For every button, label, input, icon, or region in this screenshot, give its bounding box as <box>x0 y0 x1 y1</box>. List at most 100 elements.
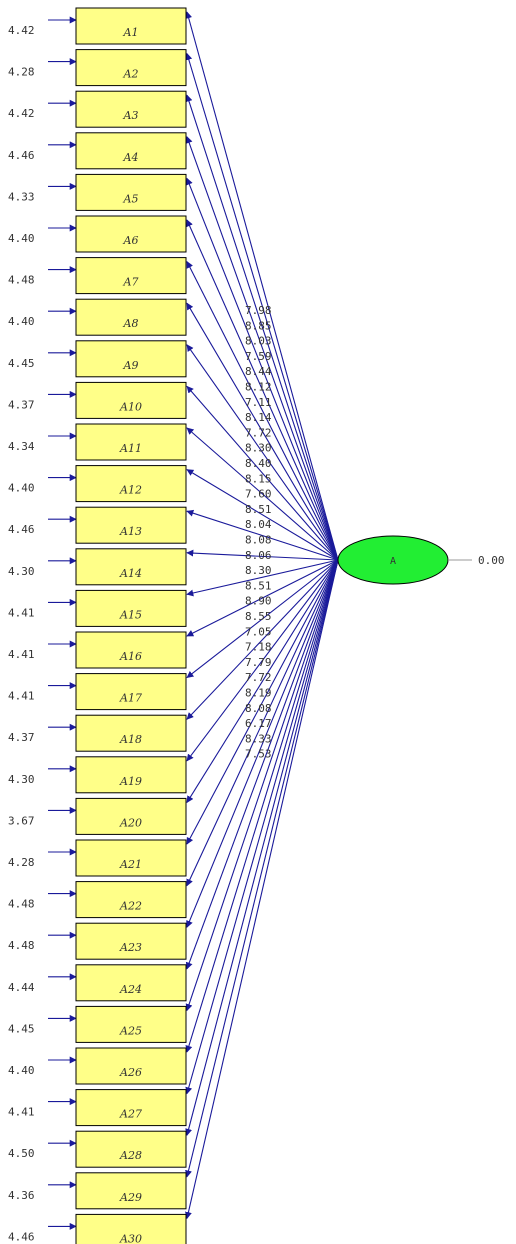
indicator-label-20: A20 <box>119 816 142 829</box>
indicator-label-10: A10 <box>119 400 142 413</box>
indicator-box-10 <box>75 381 187 419</box>
loading-path-30 <box>184 559 339 1220</box>
loading-path-6 <box>186 219 339 561</box>
loading-value-24: 7.79 <box>245 656 272 669</box>
error-variance-18: 4.37 <box>8 731 35 744</box>
loading-value-19: 8.51 <box>245 579 272 592</box>
error-variance-25: 4.45 <box>8 1022 35 1035</box>
loading-value-22: 7.05 <box>245 625 272 638</box>
error-variance-23: 4.48 <box>8 939 35 952</box>
loading-path-3 <box>185 94 339 561</box>
indicator-box-20 <box>75 797 187 835</box>
loading-value-8: 8.14 <box>245 411 272 424</box>
indicator-label-15: A15 <box>119 608 142 621</box>
loading-path-9 <box>186 344 339 561</box>
loading-path-14 <box>186 549 339 561</box>
indicator-label-6: A6 <box>123 234 139 247</box>
indicator-label-26: A26 <box>119 1066 142 1079</box>
loading-value-25: 7.72 <box>245 671 272 684</box>
indicator-box-28 <box>75 1130 187 1168</box>
indicator-box-16 <box>75 631 187 669</box>
error-variance-6: 4.40 <box>8 232 35 245</box>
loading-value-15: 8.04 <box>245 518 272 531</box>
loading-path-4 <box>185 136 339 561</box>
indicator-label-9: A9 <box>123 359 139 372</box>
indicator-box-22 <box>75 881 187 919</box>
error-variance-28: 4.50 <box>8 1147 35 1160</box>
indicator-label-5: A5 <box>123 192 139 205</box>
error-variance-16: 4.41 <box>8 648 35 661</box>
error-variance-29: 4.36 <box>8 1189 35 1202</box>
error-variance-27: 4.41 <box>8 1106 35 1119</box>
indicator-box-19 <box>75 756 187 794</box>
loading-path-10 <box>186 385 339 561</box>
loading-path-25 <box>185 559 339 1012</box>
loading-path-22 <box>186 559 339 887</box>
loading-path-26 <box>185 559 339 1053</box>
indicator-label-22: A22 <box>119 900 142 913</box>
loading-path-1 <box>185 11 339 561</box>
indicator-box-30 <box>75 1213 187 1244</box>
error-variance-22: 4.48 <box>8 898 35 911</box>
loading-path-28 <box>185 559 339 1136</box>
indicator-label-12: A12 <box>119 484 142 497</box>
indicator-box-18 <box>75 714 187 752</box>
loading-value-3: 8.03 <box>245 335 272 348</box>
loading-value-11: 8.40 <box>245 457 272 470</box>
indicator-label-1: A1 <box>123 26 139 39</box>
loading-value-6: 8.12 <box>245 381 272 394</box>
loading-path-18 <box>186 559 339 720</box>
loading-path-5 <box>186 177 339 561</box>
error-variance-30: 4.46 <box>8 1230 35 1243</box>
indicator-label-29: A29 <box>119 1191 142 1204</box>
error-variance-24: 4.44 <box>8 981 35 994</box>
indicator-box-8 <box>75 298 187 336</box>
indicator-box-23 <box>75 922 187 960</box>
loading-value-26: 8.19 <box>245 687 272 700</box>
indicator-box-2 <box>75 49 187 87</box>
error-variance-10: 4.37 <box>8 398 35 411</box>
indicator-label-27: A27 <box>119 1108 142 1121</box>
indicator-box-26 <box>75 1047 187 1085</box>
indicator-label-14: A14 <box>119 567 142 580</box>
loading-path-27 <box>185 559 339 1095</box>
indicator-label-8: A8 <box>123 317 139 330</box>
error-variance-21: 4.28 <box>8 856 35 869</box>
indicator-label-17: A17 <box>119 692 142 705</box>
error-variance-2: 4.28 <box>8 66 35 79</box>
indicator-box-9 <box>75 340 187 378</box>
indicator-label-30: A30 <box>119 1232 142 1244</box>
indicator-box-29 <box>75 1172 187 1210</box>
loading-value-9: 7.72 <box>245 426 272 439</box>
loading-value-7: 7.11 <box>245 396 272 409</box>
error-variance-19: 4.30 <box>8 773 35 786</box>
indicator-box-1 <box>75 7 187 45</box>
error-variance-17: 4.41 <box>8 690 35 703</box>
error-variance-7: 4.48 <box>8 274 35 287</box>
indicator-box-24 <box>75 964 187 1002</box>
indicator-box-14 <box>75 548 187 586</box>
indicator-label-21: A21 <box>119 858 142 871</box>
indicator-box-3 <box>75 90 187 128</box>
indicator-box-21 <box>75 839 187 877</box>
error-variance-1: 4.42 <box>8 24 35 37</box>
error-variance-9: 4.45 <box>8 357 35 370</box>
indicator-box-7 <box>75 257 187 295</box>
loading-value-13: 7.60 <box>245 488 272 501</box>
indicator-box-12 <box>75 465 187 503</box>
error-variance-15: 4.41 <box>8 606 35 619</box>
error-variance-4: 4.46 <box>8 149 35 162</box>
indicator-label-24: A24 <box>119 983 142 996</box>
error-variance-26: 4.40 <box>8 1064 35 1077</box>
loading-value-12: 8.15 <box>245 472 272 485</box>
indicator-label-11: A11 <box>119 442 142 455</box>
loading-path-21 <box>186 559 339 845</box>
indicator-box-11 <box>75 423 187 461</box>
indicator-box-13 <box>75 506 187 544</box>
loading-value-16: 8.08 <box>245 534 272 547</box>
loading-path-12 <box>186 469 339 561</box>
indicator-box-27 <box>75 1089 187 1127</box>
loading-path-29 <box>185 559 339 1178</box>
